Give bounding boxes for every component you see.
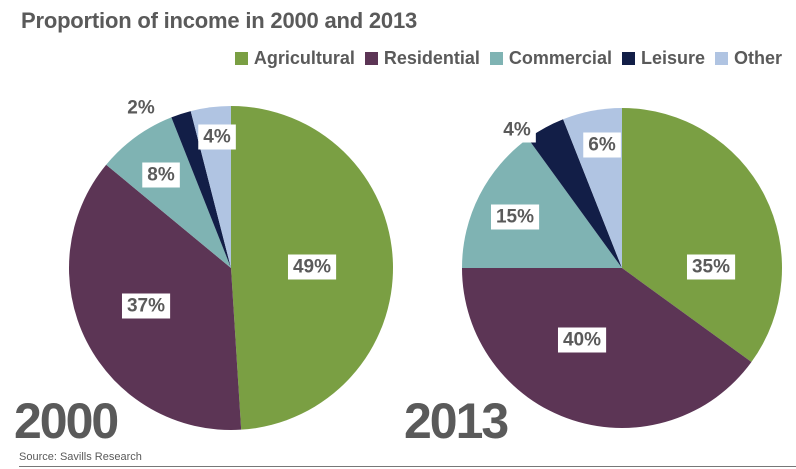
data-label-text: 37% [127,296,165,317]
data-label-commercial: 15% [490,204,540,230]
data-label-leisure: 4% [498,117,536,143]
legend-item-residential: Residential [364,48,480,69]
data-label-box [498,117,536,143]
data-label-agricultural: 49% [287,254,337,280]
data-label-text: 35% [692,257,730,278]
legend-swatch-leisure [621,52,635,65]
chart-title: Proportion of income in 2000 and 2013 [21,8,418,33]
data-label-other: 4% [198,124,236,150]
data-label-box [557,327,607,353]
legend-swatch-residential [364,52,378,65]
pie-slice-commercial [462,138,622,268]
legend-item-commercial: Commercial [489,48,612,69]
data-label-text: 6% [588,135,616,156]
legend: Agricultural Residential Commercial Leis… [234,48,782,69]
data-label-box [686,254,736,280]
legend-label: Commercial [508,48,612,68]
data-label-text: 40% [563,330,601,351]
data-label-box [142,162,180,188]
data-label-commercial: 8% [142,162,180,188]
data-label-text: 8% [147,165,175,186]
legend-item-leisure: Leisure [621,48,705,69]
data-label-other: 6% [583,132,621,158]
pie-slice-leisure [527,119,622,268]
legend-label: Residential [383,48,480,68]
pie-chart-2013: 35% 40% 15% 4% 6% [462,108,783,429]
legend-item-other: Other [714,48,782,69]
source-note: Source: Savills Research [19,451,142,463]
pie-slice-agricultural [622,108,783,363]
legend-label: Other [733,48,782,68]
data-label-residential: 37% [121,293,171,319]
data-label-box [122,95,160,121]
data-label-agricultural: 35% [686,254,736,280]
data-label-text: 15% [496,207,534,228]
legend-label: Leisure [640,48,705,68]
data-label-box [583,132,621,158]
data-label-text: 4% [503,120,531,141]
pie-title-2000: 2000 [14,393,119,449]
pie-chart-2000: 49% 37% 8% 2% 4% [69,95,394,431]
legend-swatch-commercial [489,52,503,65]
legend-label: Agricultural [253,48,355,68]
legend-swatch-agricultural [234,52,248,65]
pie-slice-residential [462,268,752,429]
data-label-residential: 40% [557,327,607,353]
data-label-text: 49% [293,257,331,278]
data-label-box [198,124,236,150]
data-label-box [121,293,171,319]
legend-item-agricultural: Agricultural [234,48,355,69]
data-label-box [287,254,337,280]
data-label-text: 2% [127,98,155,119]
data-label-leisure: 2% [122,95,160,121]
footer-divider [19,466,796,467]
data-label-box [490,204,540,230]
pie-slice-commercial [106,117,231,268]
pie-title-2013: 2013 [404,393,509,449]
data-label-text: 4% [203,127,231,148]
legend-swatch-other [714,52,728,65]
pie-slice-leisure [171,111,231,268]
